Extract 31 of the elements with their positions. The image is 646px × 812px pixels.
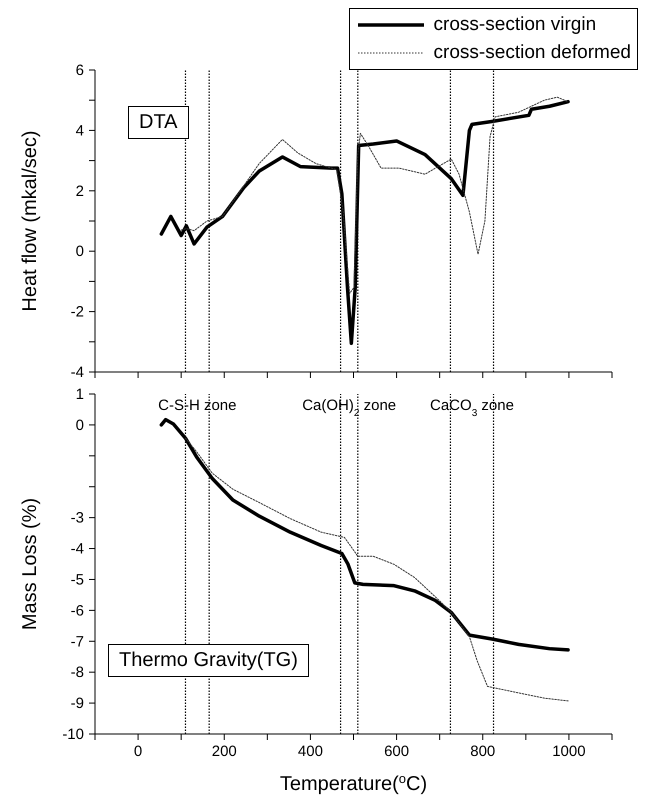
y-tick-label: -4 [70,364,84,381]
x-tick-label: 400 [298,743,323,760]
y-tick-label: 1 [76,386,84,403]
legend-label: cross-section virgin [434,13,596,37]
ref-line-label: C-S-H zone [158,397,237,414]
y-tick-label: -7 [70,633,84,650]
y-tick-label: -5 [70,571,84,588]
x-axis-title: Temperature($^{o}$C) [280,770,428,795]
y-tick-label: -10 [62,726,84,743]
x-tick-label: 200 [212,743,237,760]
y-axis-title: Heat flow (mkal/sec) [19,130,41,312]
annotation: DTA [128,106,189,139]
x-tick-label: 800 [470,743,496,760]
y-tick-label: -8 [70,664,84,682]
y-tick-label: 6 [76,62,84,79]
y-tick-label: 2 [76,182,84,200]
x-tick-label: 1000 [552,743,586,760]
y-tick-label: -9 [70,695,84,712]
y-tick-label: 4 [76,122,84,140]
y-tick-label: 0 [76,416,84,434]
y-tick-label: -2 [70,304,84,321]
annotation: Thermo Gravity(TG) [108,644,309,677]
y-tick-label: -3 [70,510,84,527]
y-tick-label: -6 [70,602,84,620]
ref-line-label: CaCO$_{3}$ zone [430,397,514,418]
y-axis-title: Mass Loss (%) [19,498,41,630]
y-tick-label: -4 [70,540,84,558]
x-tick-label: 600 [384,743,410,760]
x-tick-label: 0 [134,743,142,760]
y-tick-label: 0 [76,243,84,260]
legend-label: cross-section deformed [434,41,631,65]
